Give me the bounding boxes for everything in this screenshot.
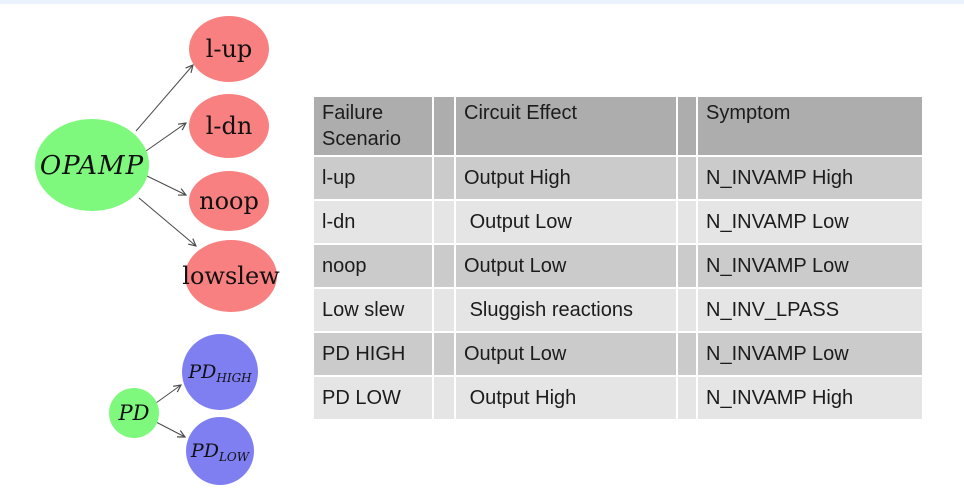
noop-node-label: noop xyxy=(199,187,259,215)
ldn-node-label: l-dn xyxy=(206,112,253,140)
header-spacer-1 xyxy=(434,97,454,155)
pdlow-label-main: PD xyxy=(190,440,219,462)
fault-symptom-table: Failure Scenario Circuit Effect Symptom … xyxy=(314,97,922,419)
header-failure-scenario: Failure Scenario xyxy=(314,97,432,155)
header-spacer-2 xyxy=(678,97,696,155)
opamp-node-ellipse xyxy=(35,119,149,211)
pdlow-node-label: PDLOW xyxy=(190,440,251,464)
arrow-opamp-noop xyxy=(146,175,186,195)
row-lowslew-spacer-2 xyxy=(678,289,696,331)
row-pdlow-effect: Output High xyxy=(456,377,676,419)
row-pdlow-spacer-1 xyxy=(434,377,454,419)
arrow-pd-high xyxy=(155,385,181,404)
pdhigh-node-circle xyxy=(182,334,258,410)
row-lowslew-symptom: N_INV_LPASS xyxy=(698,289,922,331)
row-ldn-symptom: N_INVAMP Low xyxy=(698,201,922,243)
row-lup-scenario: l-up xyxy=(314,157,432,199)
row-lowslew-spacer-1 xyxy=(434,289,454,331)
row-pdlow-symptom: N_INVAMP High xyxy=(698,377,922,419)
lup-node-label: l-up xyxy=(206,35,253,63)
opamp-tree-arrows xyxy=(135,65,196,246)
arrow-pd-low xyxy=(155,421,185,437)
pd-node-circle xyxy=(109,388,159,438)
row-noop-effect: Output Low xyxy=(456,245,676,287)
row-noop-scenario: noop xyxy=(314,245,432,287)
row-pdhigh-symptom: N_INVAMP Low xyxy=(698,333,922,375)
row-ldn-spacer-1 xyxy=(434,201,454,243)
row-lup-spacer-2 xyxy=(678,157,696,199)
arrow-opamp-lup xyxy=(135,65,193,132)
arrow-opamp-ldn xyxy=(145,123,186,152)
row-ldn-scenario: l-dn xyxy=(314,201,432,243)
ldn-node-ellipse xyxy=(189,94,269,158)
row-pdhigh-effect: Output Low xyxy=(456,333,676,375)
row-noop-symptom: N_INVAMP Low xyxy=(698,245,922,287)
header-symptom: Symptom xyxy=(698,97,922,155)
row-lowslew-scenario: Low slew xyxy=(314,289,432,331)
lup-node-ellipse xyxy=(189,16,269,82)
fault-tree-diagram: OPAMP l-up l-dn noop lowslew PD PDHIGH P… xyxy=(35,16,280,485)
row-pdlow-scenario: PD LOW xyxy=(314,377,432,419)
row-lup-symptom: N_INVAMP High xyxy=(698,157,922,199)
row-pdlow-spacer-2 xyxy=(678,377,696,419)
pd-node-label: PD xyxy=(118,401,150,425)
row-noop-spacer-1 xyxy=(434,245,454,287)
pdlow-label-sub: LOW xyxy=(218,450,251,464)
row-ldn-effect: Output Low xyxy=(456,201,676,243)
pdhigh-label-sub: HIGH xyxy=(215,371,252,385)
pdhigh-label-main: PD xyxy=(187,361,216,383)
lowslew-node-ellipse xyxy=(185,240,277,312)
arrow-opamp-lowslew xyxy=(138,197,196,246)
row-pdhigh-scenario: PD HIGH xyxy=(314,333,432,375)
row-pdhigh-spacer-2 xyxy=(678,333,696,375)
top-accent-strip xyxy=(0,0,964,4)
pdhigh-node-label: PDHIGH xyxy=(187,361,252,385)
pd-tree-arrows xyxy=(155,385,185,437)
row-noop-spacer-2 xyxy=(678,245,696,287)
row-ldn-spacer-2 xyxy=(678,201,696,243)
lowslew-node-label: lowslew xyxy=(182,262,280,290)
noop-node-ellipse xyxy=(189,171,269,231)
pdlow-node-circle xyxy=(186,417,254,485)
opamp-node-label: OPAMP xyxy=(40,151,144,181)
header-circuit-effect: Circuit Effect xyxy=(456,97,676,155)
row-lup-spacer-1 xyxy=(434,157,454,199)
row-pdhigh-spacer-1 xyxy=(434,333,454,375)
row-lup-effect: Output High xyxy=(456,157,676,199)
row-lowslew-effect: Sluggish reactions xyxy=(456,289,676,331)
